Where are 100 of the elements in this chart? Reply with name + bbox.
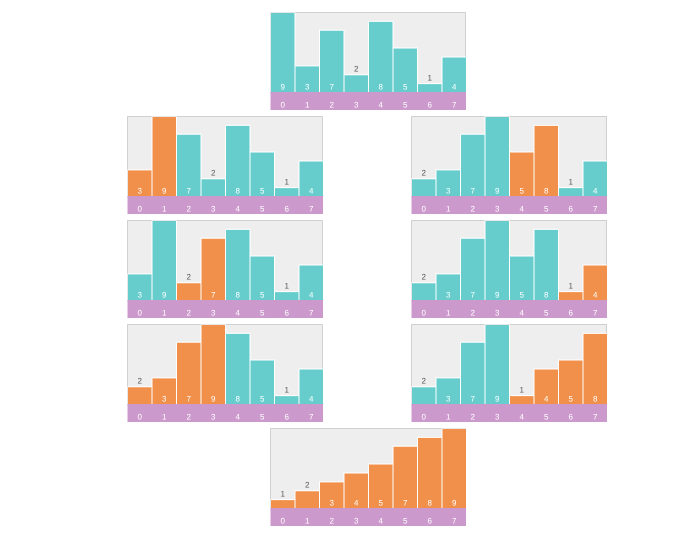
data-label: 4 (593, 290, 598, 300)
x-tick-label: 4 (236, 412, 241, 422)
x-tick-label: 7 (593, 204, 598, 214)
x-tick-label: 4 (236, 308, 241, 318)
data-label: 2 (186, 272, 192, 282)
x-tick-label: 4 (236, 204, 241, 214)
x-tick-label: 4 (378, 516, 384, 526)
x-tick-label: 2 (470, 204, 476, 214)
data-label: 5 (260, 186, 266, 196)
data-label: 1 (284, 178, 290, 187)
x-tick-label: 5 (403, 516, 408, 526)
x-tick-label: 2 (330, 516, 335, 526)
x-tick-label: 5 (403, 100, 408, 110)
x-tick-label: 7 (309, 204, 314, 214)
x-tick-label: 6 (284, 308, 290, 318)
data-label: 2 (211, 168, 216, 178)
data-label: 4 (354, 498, 360, 508)
x-tick-label: 5 (260, 412, 266, 422)
data-label: 9 (162, 186, 168, 196)
data-label: 1 (280, 490, 286, 499)
x-tick-label: 6 (568, 204, 574, 214)
data-label: 9 (495, 290, 500, 300)
data-label: 3 (446, 186, 452, 196)
data-label: 5 (520, 290, 525, 300)
data-label: 9 (211, 394, 216, 404)
data-label: 4 (544, 394, 550, 404)
x-tick-label: 4 (520, 412, 525, 422)
x-tick-label: 1 (446, 412, 452, 422)
data-label: 2 (422, 376, 427, 386)
data-label: 3 (305, 82, 310, 92)
data-label: 7 (470, 394, 476, 404)
data-label: 7 (403, 498, 408, 508)
data-label: 8 (236, 290, 241, 300)
data-label: 4 (309, 290, 314, 300)
x-tick-label: 7 (309, 412, 314, 422)
x-tick-label: 6 (568, 412, 574, 422)
x-tick-label: 2 (470, 412, 476, 422)
data-label: 4 (452, 82, 458, 92)
x-tick-label: 7 (452, 100, 458, 110)
data-label: 1 (568, 178, 574, 187)
x-tick-label: 1 (446, 308, 452, 318)
x-tick-label: 1 (162, 412, 168, 422)
data-label: 5 (260, 290, 266, 300)
x-tick-label: 0 (138, 308, 143, 318)
x-tick-label: 5 (260, 308, 266, 318)
data-label: 3 (446, 394, 452, 404)
data-label: 1 (520, 386, 525, 395)
x-tick-label: 7 (593, 308, 598, 318)
x-tick-label: 4 (520, 204, 525, 214)
x-tick-label: 5 (544, 204, 550, 214)
x-tick-label: 0 (138, 412, 143, 422)
data-label: 4 (309, 186, 314, 196)
x-tick-label: 3 (495, 204, 500, 214)
data-label: 2 (305, 480, 310, 490)
data-label: 4 (309, 394, 314, 404)
x-tick-label: 0 (280, 100, 286, 110)
x-tick-label: 3 (211, 412, 216, 422)
x-tick-label: 3 (211, 204, 216, 214)
x-tick-label: 6 (568, 308, 574, 318)
x-tick-label: 2 (186, 204, 192, 214)
data-label: 8 (544, 290, 550, 300)
x-tick-label: 2 (186, 412, 192, 422)
data-label: 7 (186, 394, 192, 404)
data-label: 8 (544, 186, 550, 196)
data-label: 7 (186, 186, 192, 196)
x-tick-label: 6 (284, 204, 290, 214)
data-label: 7 (330, 82, 335, 92)
data-label: 2 (422, 272, 427, 282)
data-label: 1 (284, 282, 290, 291)
data-label: 3 (138, 186, 143, 196)
data-label: 8 (236, 186, 241, 196)
x-tick-label: 3 (354, 100, 360, 110)
x-tick-label: 0 (138, 204, 143, 214)
x-tick-label: 5 (544, 308, 550, 318)
x-tick-label: 1 (305, 516, 310, 526)
x-tick-label: 4 (520, 308, 525, 318)
x-tick-label: 7 (593, 412, 598, 422)
data-label: 9 (162, 290, 168, 300)
data-label: 3 (138, 290, 143, 300)
x-tick-label: 1 (162, 204, 168, 214)
x-tick-label: 0 (280, 516, 286, 526)
data-label: 9 (452, 498, 458, 508)
data-label: 5 (378, 498, 384, 508)
x-tick-label: 5 (260, 204, 266, 214)
x-tick-label: 3 (495, 308, 500, 318)
x-tick-label: 6 (428, 100, 433, 110)
data-label: 5 (260, 394, 266, 404)
data-label: 5 (568, 394, 574, 404)
x-tick-label: 2 (186, 308, 192, 318)
x-tick-label: 6 (428, 516, 433, 526)
data-label: 2 (354, 64, 360, 74)
x-tick-label: 6 (284, 412, 290, 422)
data-label: 7 (211, 290, 216, 300)
x-tick-label: 3 (495, 412, 500, 422)
data-label: 2 (138, 376, 143, 386)
data-label: 5 (403, 82, 408, 92)
data-label: 1 (568, 282, 574, 291)
data-label: 9 (280, 82, 286, 92)
data-label: 9 (495, 394, 500, 404)
data-label: 9 (495, 186, 500, 196)
